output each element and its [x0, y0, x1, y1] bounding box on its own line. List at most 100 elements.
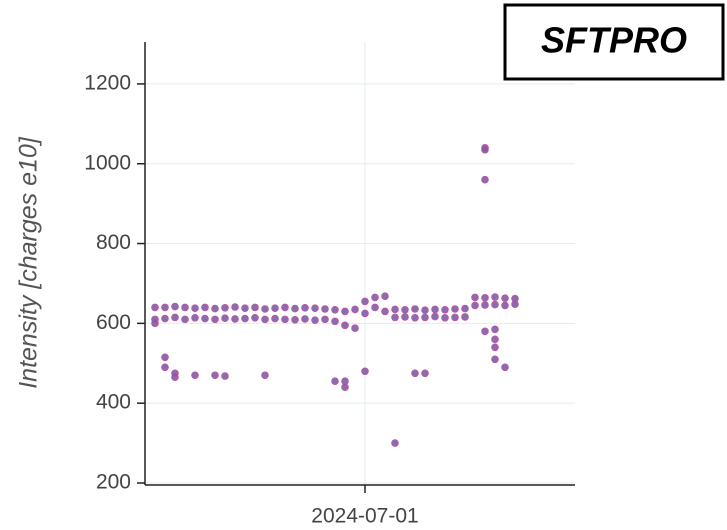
point [501, 294, 509, 303]
point [431, 312, 439, 321]
point [471, 301, 479, 310]
point [321, 315, 329, 324]
point [171, 302, 179, 311]
point [321, 305, 329, 313]
point [361, 309, 369, 318]
title-box [503, 3, 725, 81]
point [481, 145, 489, 154]
point [471, 293, 479, 302]
point [381, 292, 389, 301]
point [361, 297, 369, 306]
point [261, 371, 269, 380]
point [441, 313, 449, 322]
point [311, 316, 319, 324]
point [191, 304, 199, 312]
point [461, 304, 469, 313]
point [381, 307, 389, 316]
point [261, 305, 269, 313]
point [491, 325, 499, 334]
point [301, 315, 309, 323]
point [231, 315, 239, 323]
point [491, 335, 499, 344]
point [251, 303, 259, 312]
point [351, 324, 359, 332]
point [481, 327, 489, 336]
point [341, 307, 349, 316]
point [161, 353, 169, 362]
point [171, 313, 179, 322]
point [201, 303, 209, 312]
y-tick-label: 200 [96, 471, 131, 494]
point [241, 304, 249, 312]
point [281, 303, 289, 312]
point [291, 315, 299, 324]
point [511, 300, 519, 309]
y-axis-label: Intensity [charges e10] [15, 136, 43, 389]
point [341, 383, 349, 392]
point [341, 321, 349, 330]
point [391, 305, 399, 314]
point [431, 305, 439, 314]
point [361, 367, 369, 376]
point [481, 175, 489, 184]
chart-title: SFTPRO [541, 20, 687, 61]
y-tick-label: 1000 [84, 151, 131, 174]
point [451, 305, 459, 313]
plot: 200 400 600 800 1000 1200 2024-07-01 [84, 42, 575, 528]
point [421, 313, 429, 322]
point [161, 303, 169, 312]
point [161, 363, 169, 372]
point [401, 305, 409, 314]
point [451, 313, 459, 322]
point [221, 314, 229, 322]
point [491, 343, 499, 352]
point [291, 304, 299, 313]
point [371, 293, 379, 302]
point [161, 314, 169, 323]
point [241, 314, 249, 323]
point [421, 369, 429, 378]
point [311, 304, 319, 312]
point [331, 377, 339, 386]
point [231, 303, 239, 311]
point [411, 305, 419, 313]
point [151, 303, 159, 312]
point [351, 305, 359, 314]
point [181, 303, 189, 312]
point [461, 313, 469, 321]
point [421, 306, 429, 314]
point [191, 371, 199, 380]
point [481, 301, 489, 309]
point [211, 371, 219, 380]
point [211, 315, 219, 324]
point [501, 363, 509, 372]
point [371, 303, 379, 312]
point [221, 372, 229, 380]
point [411, 369, 419, 378]
y-tick-label: 1200 [84, 71, 131, 94]
point [251, 313, 259, 322]
point [301, 303, 309, 312]
y-tick-label: 800 [96, 231, 131, 254]
point [151, 315, 159, 324]
point [261, 315, 269, 324]
point [491, 355, 499, 364]
point [481, 294, 489, 302]
point [221, 303, 229, 312]
point [501, 301, 509, 310]
point [411, 313, 419, 322]
point [401, 313, 409, 321]
y-tick-label: 600 [96, 311, 131, 334]
point [211, 304, 219, 313]
point [491, 300, 499, 309]
point [441, 305, 449, 314]
x-tick-label: 2024-07-01 [311, 505, 418, 528]
point [391, 439, 399, 447]
point [281, 315, 289, 324]
point [271, 314, 279, 323]
point [331, 305, 339, 314]
point [331, 317, 339, 326]
point [271, 304, 279, 312]
point [491, 293, 499, 301]
